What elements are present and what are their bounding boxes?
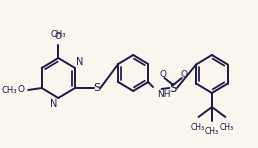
Text: O: O xyxy=(54,32,61,41)
Text: S: S xyxy=(170,82,177,95)
Text: O: O xyxy=(180,70,187,78)
Text: S: S xyxy=(93,83,101,93)
Text: CH₃: CH₃ xyxy=(219,123,233,132)
Text: CH₃: CH₃ xyxy=(51,29,66,38)
Text: CH₃: CH₃ xyxy=(205,127,219,136)
Text: NH: NH xyxy=(157,90,170,99)
Text: O: O xyxy=(159,70,166,78)
Text: N: N xyxy=(76,57,83,67)
Text: CH₃: CH₃ xyxy=(1,86,17,95)
Text: CH₃: CH₃ xyxy=(190,123,205,132)
Text: N: N xyxy=(50,99,57,109)
Text: O: O xyxy=(18,85,25,94)
